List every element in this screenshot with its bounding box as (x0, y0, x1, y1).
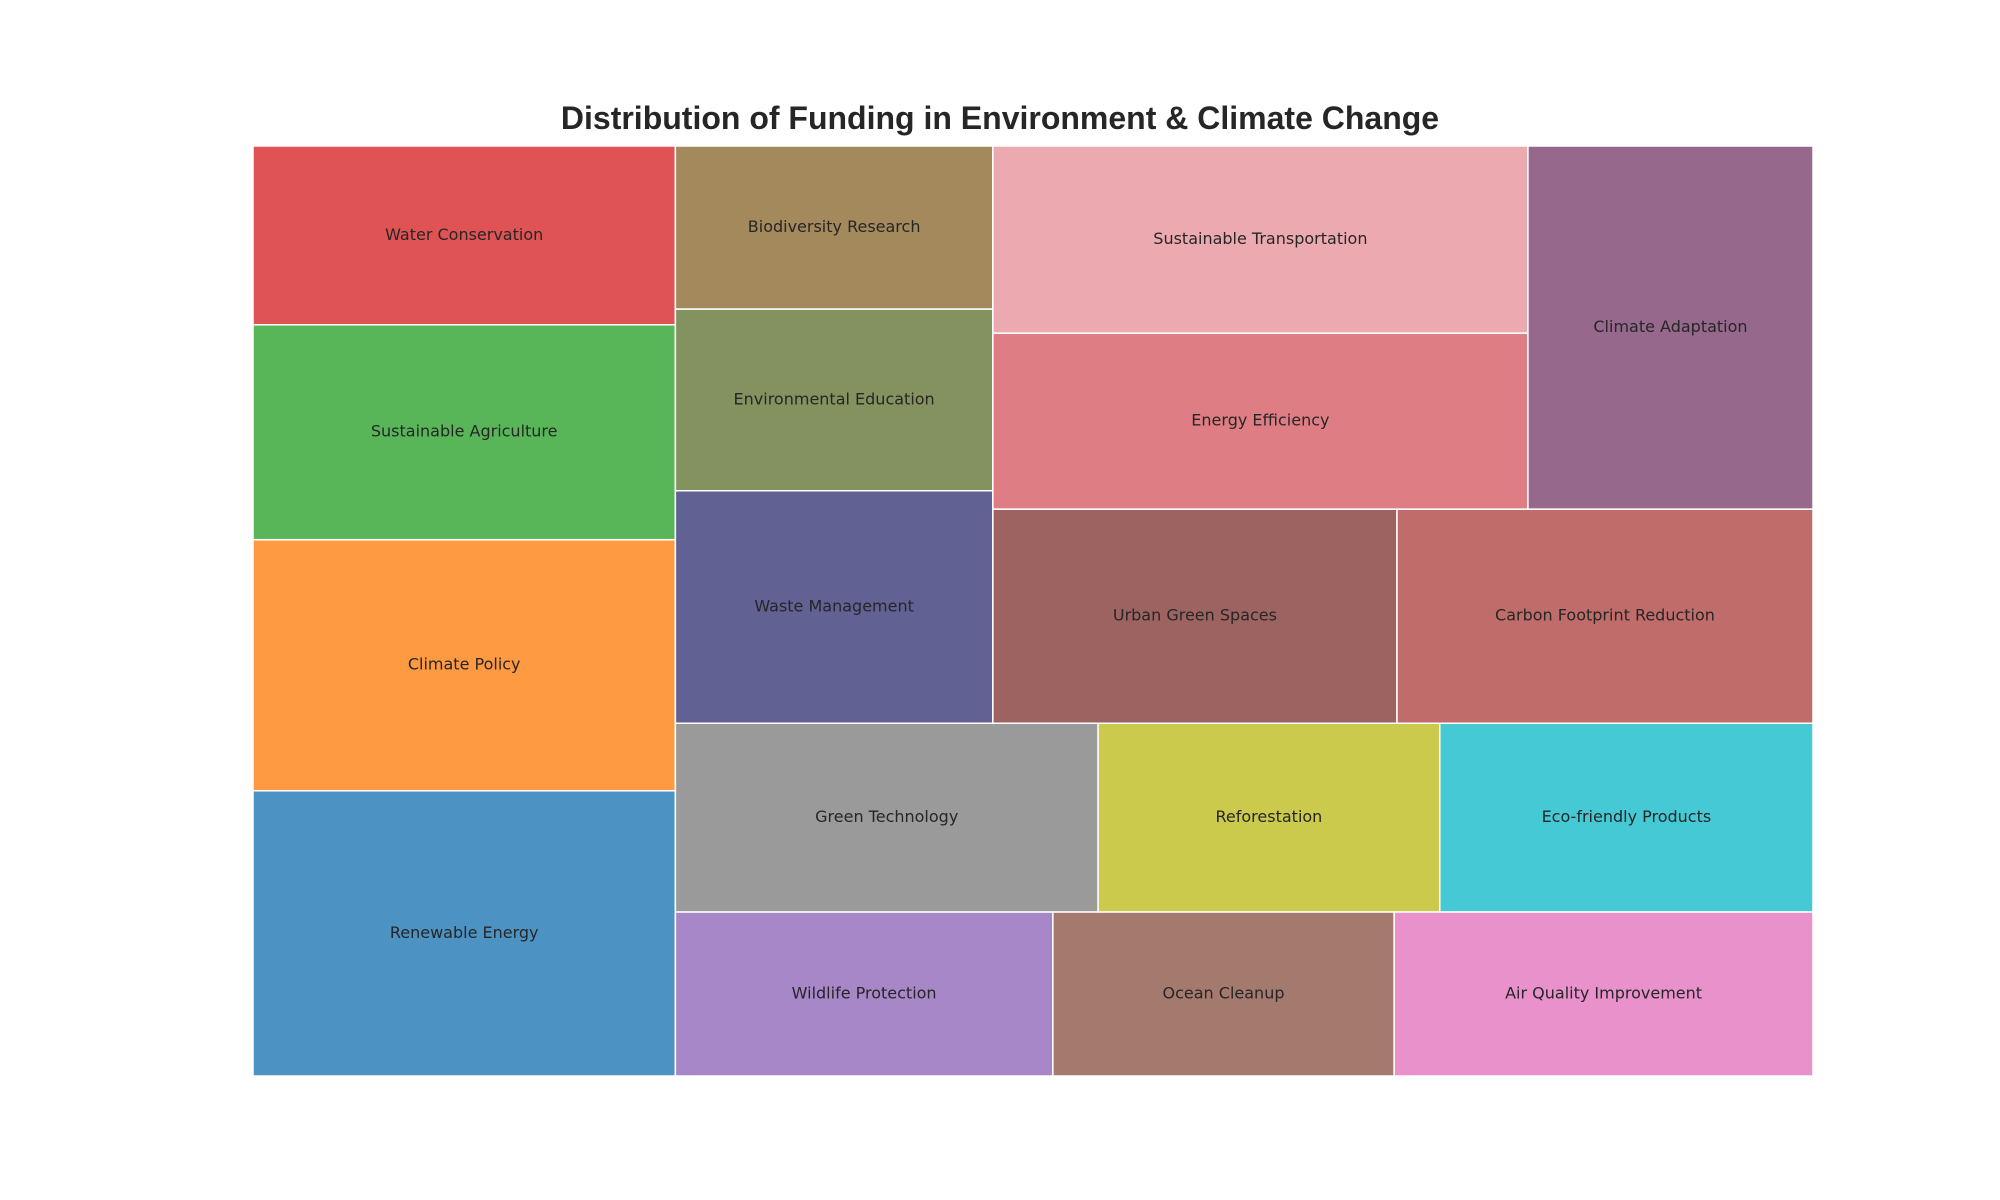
tile-renewable-energy: Renewable Energy (252, 790, 677, 1077)
tile-rect-climate-adaptation (1527, 145, 1814, 510)
tile-label-wildlife-protection: Wildlife Protection (792, 983, 937, 1002)
tile-rect-air-quality-improvement (1393, 911, 1814, 1077)
tile-ocean-cleanup: Ocean Cleanup (1052, 911, 1395, 1077)
treemap-tiles: Renewable Energy Climate Policy Sustainabl… (252, 145, 1814, 1077)
tile-label-water-conservation: Water Conservation (385, 225, 543, 244)
tile-label-carbon-footprint-reduction: Carbon Footprint Reduction (1495, 606, 1715, 625)
tile-label-ocean-cleanup: Ocean Cleanup (1163, 983, 1285, 1002)
tile-urban-green-spaces: Urban Green Spaces (992, 508, 1398, 724)
tile-green-technology: Green Technology (674, 722, 1099, 913)
tile-rect-green-technology (674, 722, 1099, 913)
tile-rect-sustainable-transportation (992, 145, 1529, 334)
tile-label-sustainable-agriculture: Sustainable Agriculture (371, 422, 558, 441)
tile-label-renewable-energy: Renewable Energy (390, 923, 539, 942)
tile-environmental-education: Environmental Education (674, 308, 994, 492)
tile-rect-reforestation (1097, 722, 1441, 913)
tile-reforestation: Reforestation (1097, 722, 1441, 913)
tile-sustainable-agriculture: Sustainable Agriculture (252, 324, 677, 541)
tile-label-eco-friendly-products: Eco-friendly Products (1542, 807, 1712, 826)
tile-label-energy-efficiency: Energy Efficiency (1191, 411, 1329, 430)
tile-energy-efficiency: Energy Efficiency (992, 332, 1529, 510)
tile-wildlife-protection: Wildlife Protection (674, 911, 1054, 1077)
tile-rect-biodiversity-research (674, 145, 994, 310)
tile-air-quality-improvement: Air Quality Improvement (1393, 911, 1814, 1077)
tile-rect-ocean-cleanup (1052, 911, 1395, 1077)
tile-label-environmental-education: Environmental Education (734, 389, 935, 408)
tile-label-reforestation: Reforestation (1216, 807, 1323, 826)
tile-label-climate-policy: Climate Policy (408, 655, 521, 674)
tile-rect-urban-green-spaces (992, 508, 1398, 724)
tile-biodiversity-research: Biodiversity Research (674, 145, 994, 310)
tile-climate-adaptation: Climate Adaptation (1527, 145, 1814, 510)
tile-label-climate-adaptation: Climate Adaptation (1593, 317, 1747, 336)
tile-sustainable-transportation: Sustainable Transportation (992, 145, 1529, 334)
tile-label-waste-management: Waste Management (754, 596, 914, 615)
tile-rect-energy-efficiency (992, 332, 1529, 510)
chart-title: Distribution of Funding in Environment &… (560, 100, 1440, 136)
tile-label-green-technology: Green Technology (815, 807, 958, 826)
tile-label-urban-green-spaces: Urban Green Spaces (1113, 606, 1277, 625)
tile-rect-eco-friendly-products (1439, 722, 1814, 913)
tile-eco-friendly-products: Eco-friendly Products (1439, 722, 1814, 913)
tile-rect-renewable-energy (252, 790, 677, 1077)
tile-rect-carbon-footprint-reduction (1396, 508, 1814, 724)
tile-climate-policy: Climate Policy (252, 538, 677, 792)
tile-carbon-footprint-reduction: Carbon Footprint Reduction (1396, 508, 1814, 724)
tile-rect-environmental-education (674, 308, 994, 492)
tile-rect-waste-management (674, 489, 994, 724)
tile-waste-management: Waste Management (674, 489, 994, 724)
tile-water-conservation: Water Conservation (252, 145, 677, 326)
tile-label-biodiversity-research: Biodiversity Research (748, 217, 921, 236)
tile-label-air-quality-improvement: Air Quality Improvement (1505, 983, 1702, 1002)
tile-rect-sustainable-agriculture (252, 324, 677, 541)
tile-rect-water-conservation (252, 145, 677, 326)
tile-label-sustainable-transportation: Sustainable Transportation (1153, 229, 1367, 248)
tile-rect-wildlife-protection (674, 911, 1054, 1077)
